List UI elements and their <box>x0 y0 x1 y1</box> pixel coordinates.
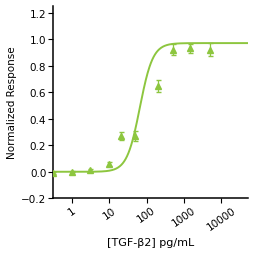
Y-axis label: Normalized Response: Normalized Response <box>7 47 17 159</box>
X-axis label: [TGF-β2] pg/mL: [TGF-β2] pg/mL <box>106 237 193 247</box>
